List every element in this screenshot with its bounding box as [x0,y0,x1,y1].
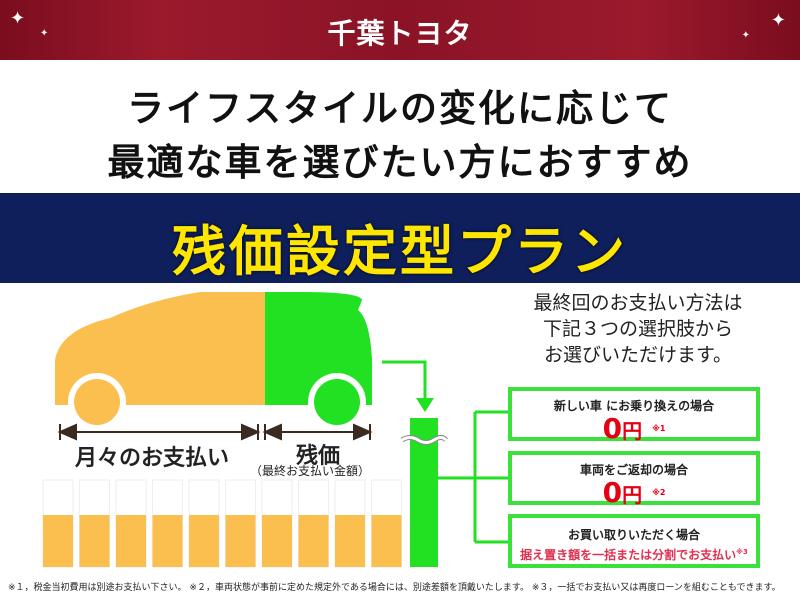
car-wheel [314,379,360,425]
residual-label: 残価 [296,444,341,469]
option-note: ※1 [652,424,666,433]
installment-bar-fill [43,515,73,567]
headline-line1: ライフスタイルの変化に応じて [127,87,673,130]
sparkle-icon: ✦ [741,30,750,41]
residual-sublabel: （最終お支払い金額） [250,464,371,478]
car-wheel [74,379,120,425]
intro-line: お選びいただけます。 [543,344,733,366]
installment-bar-fill [116,515,146,567]
logo: 千葉トヨタ [327,17,473,50]
arrow-down-icon [416,398,434,412]
option-unit: 円 [622,419,643,443]
option-payment: 据え置き額を一括または分割でお支払い [520,548,737,562]
option-return: 車両をご返却の場合 0円 ※2 [508,451,760,508]
options-intro: 最終回のお支払い方法は 下記３つの選択肢から お選びいただけます。 [488,290,788,368]
installment-bars [42,479,402,568]
option-title: 車両をご返却の場合 [579,463,688,477]
connector-lines [382,360,508,544]
sparkle-icon: ✦ [10,8,26,29]
option-buyout: お買い取りいただく場合 据え置き額を一括または分割でお支払い※3 [508,514,760,568]
installment-bar-fill [262,515,292,567]
header-banner: ✦ ✦ ✦ ✦ 千葉トヨタ [0,0,800,60]
option-amount: 0 [602,412,623,445]
installment-bar-fill [335,515,365,567]
option-amount: 0 [602,476,623,509]
installment-bar-fill [298,515,329,567]
option-note: ※3 [736,548,748,556]
installment-bar-fill [225,515,256,567]
sparkle-icon: ✦ [770,10,786,31]
headline-line2: 最適な車を選びたい方におすすめ [107,141,693,184]
installment-bar-fill [79,515,110,567]
installment-bar-fill [371,515,402,567]
option-unit: 円 [622,483,643,507]
plan-band: 残価設定型プラン [0,193,800,283]
option-title: お買い取りいただく場合 [567,528,700,542]
installment-bar-fill [152,515,183,567]
monthly-label: 月々のお支払い [75,446,230,471]
footnote: ※１，税金当初費用は別途お支払い下さい。 ※２，車両状態が事前に定めた規定外であ… [8,583,781,593]
span-arrows [57,423,373,441]
plan-title: 残価設定型プラン [172,220,628,283]
sparkle-icon: ✦ [40,28,49,39]
option-trade-in: 新しい車 にお乗り換えの場合 0円 ※1 [508,387,760,444]
intro-line: 最終回のお支払い方法は [533,292,743,314]
installment-bar-fill [189,515,219,567]
intro-line: 下記３つの選択肢から [542,318,733,340]
option-title: 新しい車 にお乗り換えの場合 [553,399,715,413]
option-note: ※2 [652,488,666,497]
